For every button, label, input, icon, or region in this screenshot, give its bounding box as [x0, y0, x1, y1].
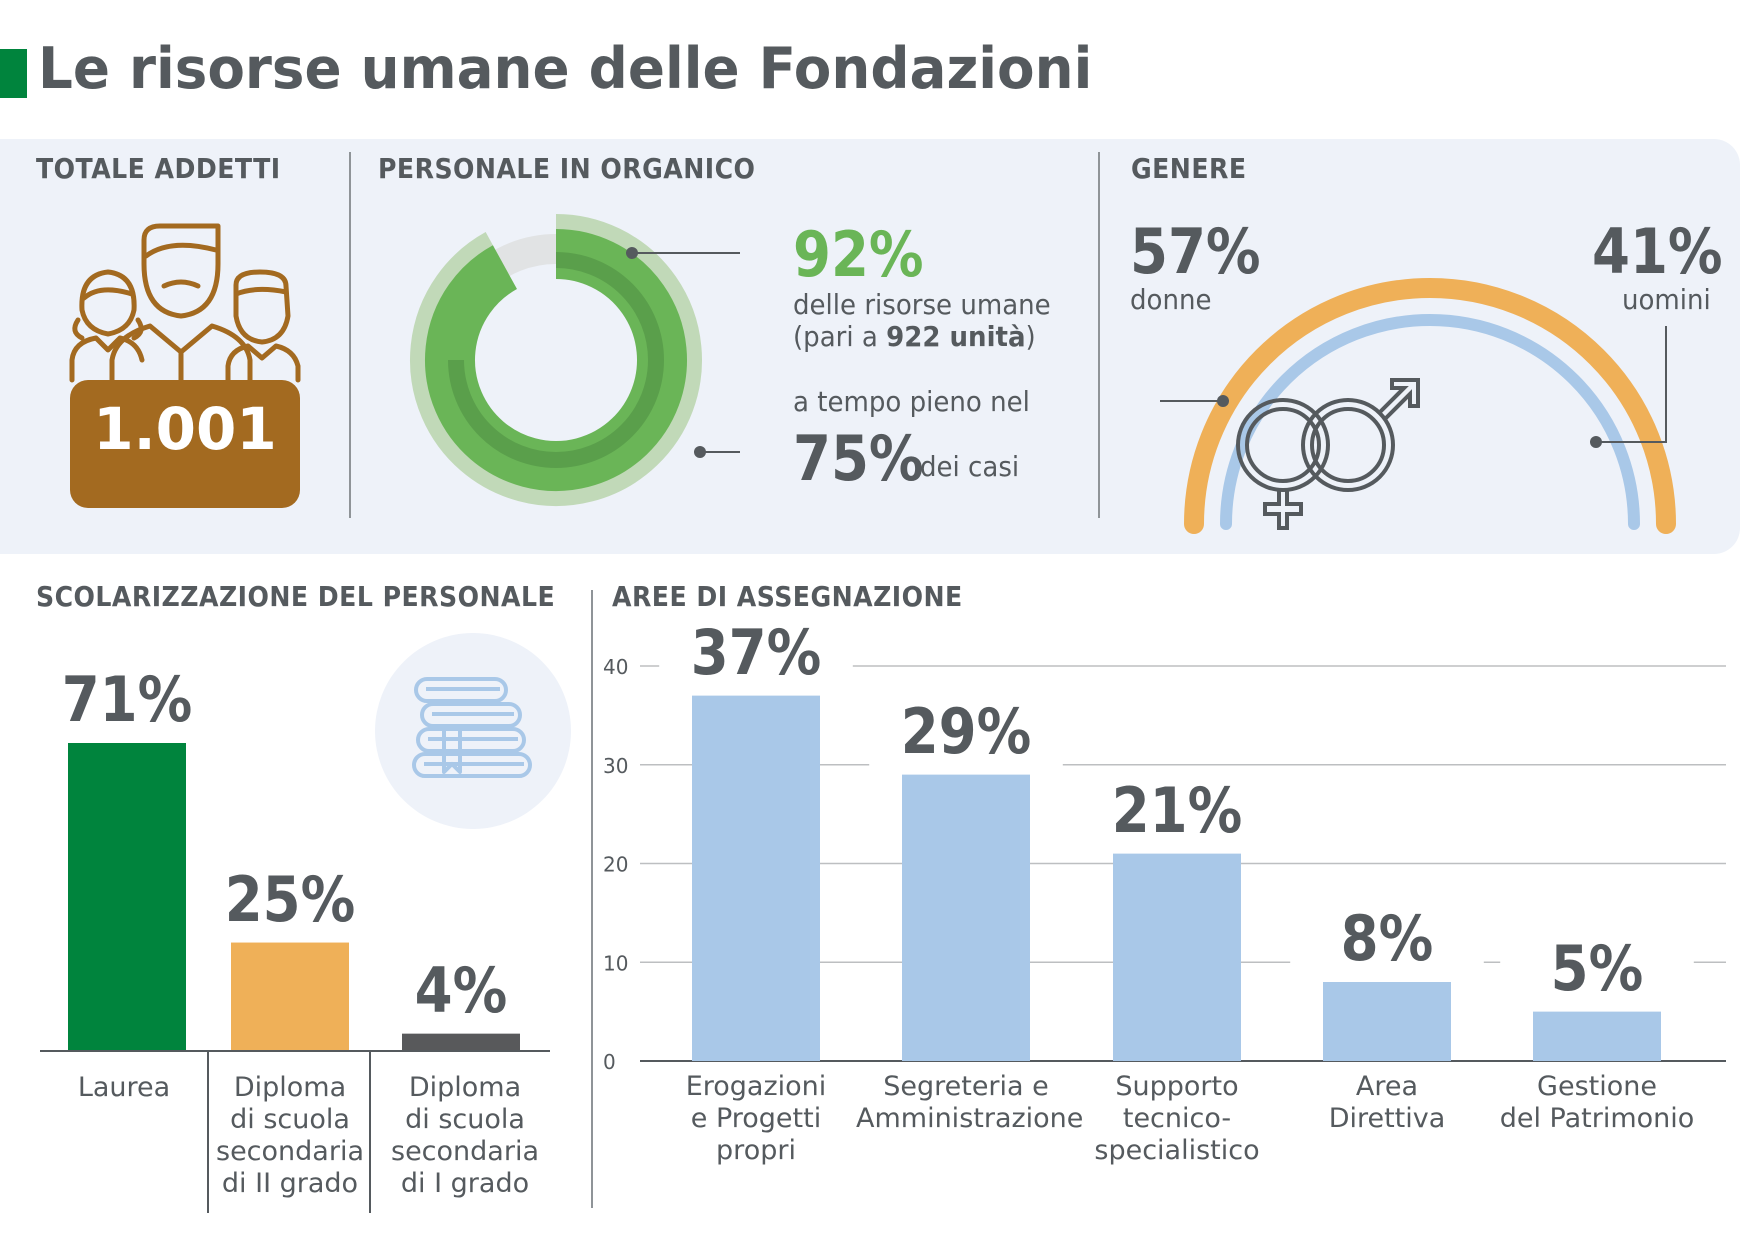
education-category-label: Laurea	[77, 1072, 171, 1103]
gender-arcs	[1160, 278, 1676, 534]
personale-heading: PERSONALE IN ORGANICO	[378, 152, 756, 185]
y-tick-label: 30	[603, 754, 628, 778]
totale-addetti-value: 1.001	[93, 395, 277, 463]
area-bar	[692, 695, 820, 1061]
education-category-label: Diploma di scuola secondaria di II grado	[216, 1072, 364, 1199]
education-bar	[231, 942, 349, 1051]
area-category-label: Supporto tecnico- specialistico	[1094, 1071, 1260, 1166]
books-icon	[375, 633, 571, 829]
totale-addetti-heading: TOTALE ADDETTI	[36, 152, 281, 185]
y-tick-label: 10	[603, 951, 628, 975]
aree-chart: 0 10 20 30 40	[603, 655, 1726, 1074]
education-bar	[402, 1033, 520, 1051]
area-value-label: 37%	[659, 615, 853, 689]
area-value-label: 29%	[869, 694, 1063, 768]
uomini-pointer-line	[1596, 326, 1667, 443]
y-tick-label: 0	[603, 1050, 616, 1074]
pointer-dot	[1590, 436, 1602, 448]
organico-line2: (pari a 922 unità)	[793, 320, 1036, 353]
organico-outer-arc	[410, 214, 702, 506]
education-value-label: 25%	[224, 862, 356, 936]
area-value-label: 8%	[1290, 902, 1484, 975]
donne-arc	[1184, 278, 1676, 534]
scolarizzazione-heading: SCOLARIZZAZIONE DEL PERSONALE	[36, 580, 556, 613]
organico-pct: 92%	[793, 218, 924, 291]
people-group-icon	[69, 223, 301, 508]
panel-divider	[1098, 152, 1100, 518]
tempo-pieno-arc	[448, 252, 664, 468]
pointer-dot	[1217, 395, 1229, 407]
education-value-label: 71%	[61, 663, 193, 736]
area-value-label: 5%	[1500, 931, 1694, 1005]
area-bar	[902, 774, 1030, 1061]
personale-donut-chart	[410, 214, 740, 506]
title-accent-bar	[0, 49, 27, 98]
area-bar	[1533, 1011, 1661, 1061]
area-category-label: Area Direttiva	[1328, 1071, 1446, 1134]
donne-pct: 57%	[1130, 215, 1261, 288]
page-title: Le risorse umane delle Fondazioni	[38, 36, 1093, 102]
tempo-pieno-pct: 75%	[793, 422, 924, 495]
uomini-pct: 41%	[1592, 215, 1723, 288]
donne-pointer-line	[1160, 400, 1223, 402]
area-category-label: Segreteria e Amministrazione	[856, 1071, 1084, 1134]
dei-casi-label: dei casi	[920, 450, 1020, 483]
scolarizzazione-chart	[40, 743, 550, 1213]
area-value-label: 21%	[1080, 773, 1274, 847]
organico-line1: delle risorse umane	[793, 288, 1051, 321]
area-bar	[1323, 982, 1451, 1061]
area-bar	[1113, 853, 1241, 1061]
y-tick-label: 20	[603, 853, 628, 877]
education-value-label: 4%	[414, 953, 508, 1027]
uomini-label: uomini	[1622, 283, 1711, 316]
education-category-label: Diploma di scuola secondaria di I grado	[391, 1072, 539, 1199]
area-category-label: Erogazioni e Progetti propri	[685, 1071, 827, 1166]
donne-label: donne	[1130, 283, 1212, 316]
section-divider	[591, 590, 593, 1208]
aree-heading: AREE DI ASSEGNAZIONE	[612, 580, 963, 613]
gender-symbols-icon	[1236, 378, 1420, 530]
panel-divider	[349, 152, 351, 518]
education-bar	[68, 743, 186, 1051]
genere-heading: GENERE	[1131, 152, 1247, 185]
area-category-label: Gestione del Patrimonio	[1499, 1071, 1695, 1134]
y-tick-label: 40	[603, 655, 628, 679]
tempo-pieno-line: a tempo pieno nel	[793, 385, 1030, 418]
